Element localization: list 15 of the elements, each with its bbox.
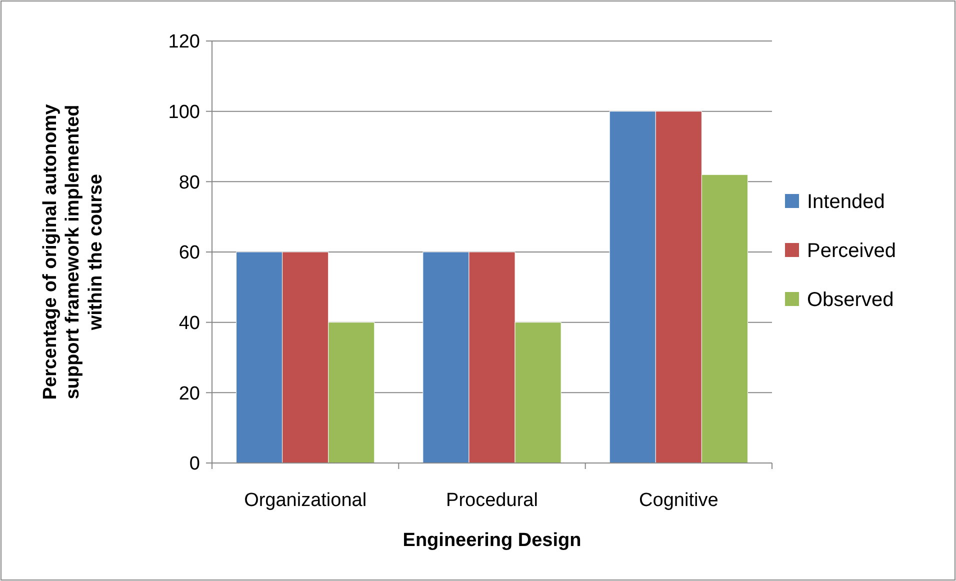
x-tick-label: Procedural [446,490,538,511]
y-tick-label: 60 [178,242,200,264]
y-axis-title: Percentage of original autonomy support framework implemented within the course [40,104,106,400]
y-tick-label: 80 [178,172,200,194]
legend-label: Perceived [807,240,896,262]
y-tick-label: 40 [178,312,200,334]
legend-label: Observed [807,289,894,311]
y-tick-label: 0 [189,454,200,475]
y-tick-label: 100 [168,102,200,123]
y-tick-label: 20 [178,383,200,404]
x-tick-label: Organizational [244,490,367,511]
y-tick-label: 120 [168,32,200,53]
x-tick-label: Cognitive [639,490,718,511]
x-axis-title: Engineering Design [402,530,582,551]
legend-label: Intended [807,191,885,213]
